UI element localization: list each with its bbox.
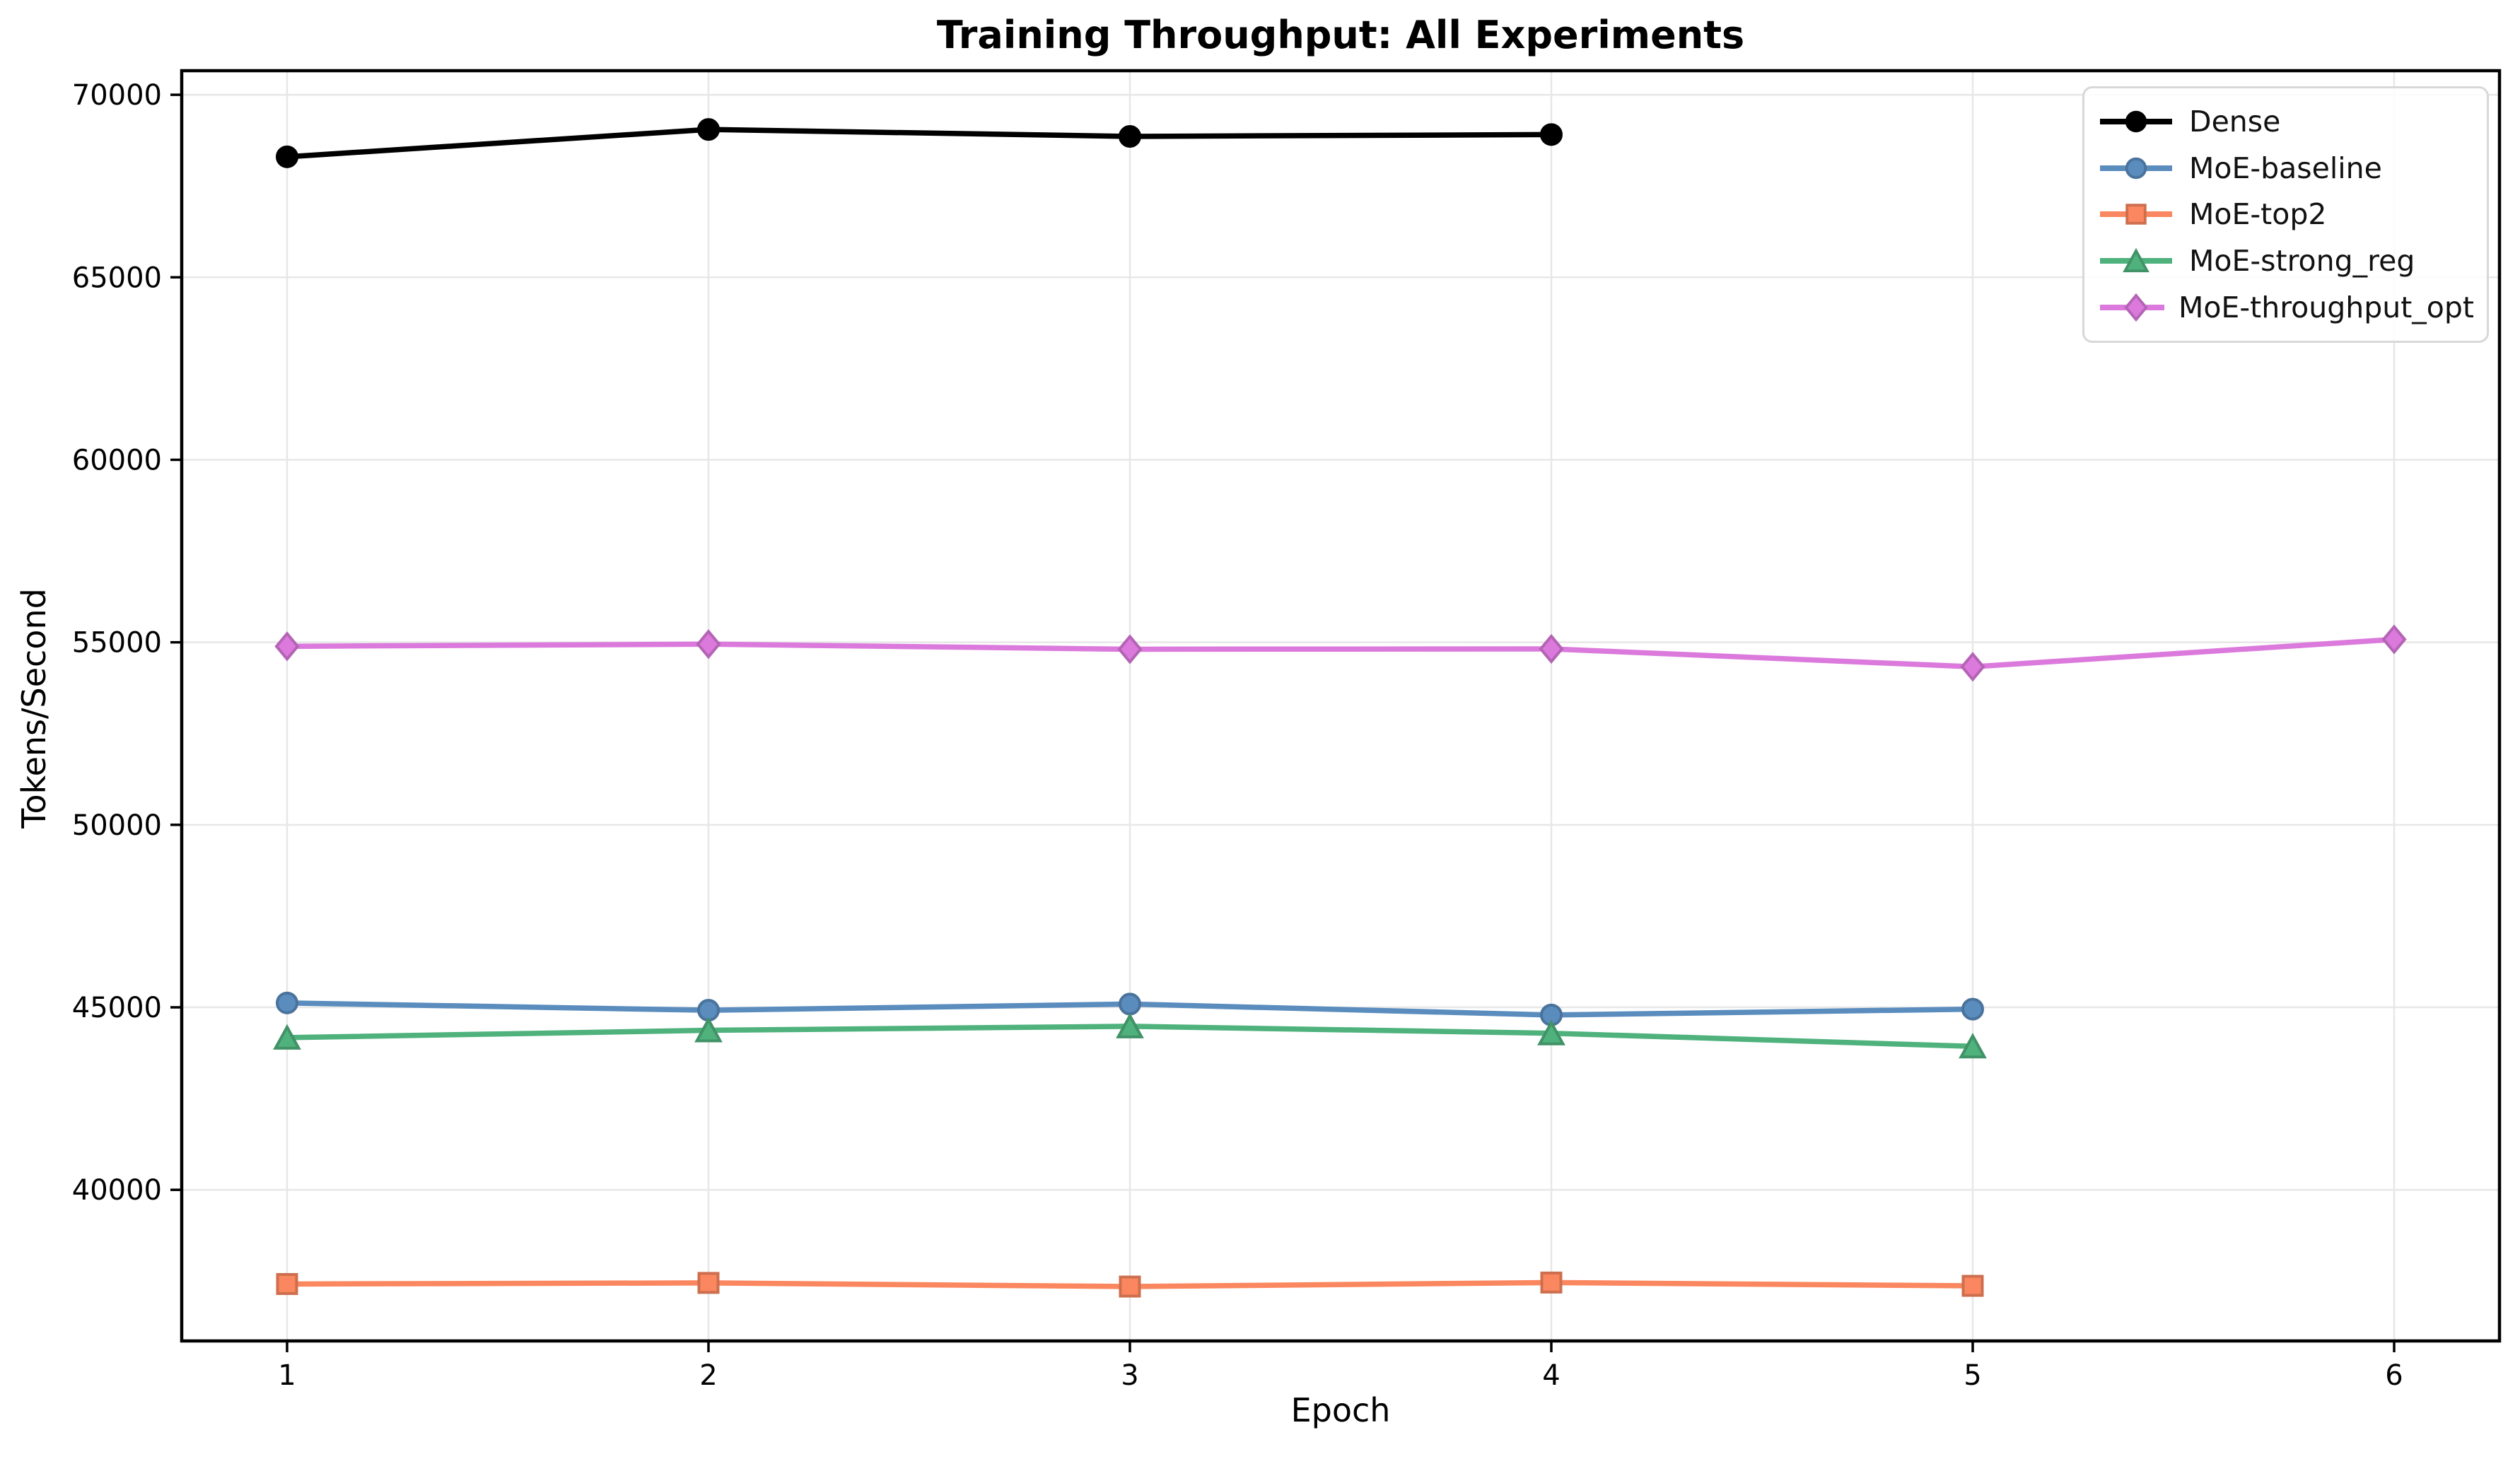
x-tick-label-6: 6 [2385,1359,2403,1392]
series-line-MoE-throughput_opt [284,636,2397,669]
legend-swatch-circle-icon [2100,110,2172,133]
marker-triangle [1116,1012,1144,1038]
marker-circle [276,145,298,168]
marker-triangle [2123,248,2149,273]
marker-square [1540,1271,1563,1294]
y-axis-label: Tokens/Second [15,588,53,828]
y-tick-label-45000: 45000 [72,992,162,1024]
x-axis-label: Epoch [1290,1391,1391,1429]
marker-circle [697,118,720,141]
x-tick-label-3: 3 [1121,1359,1138,1392]
series-line-Dense [284,127,1554,160]
series-MoE-strong_reg [273,1012,1987,1059]
series-Dense [276,118,1563,168]
tick-marks [170,93,2396,1352]
legend-label: MoE-baseline [2189,151,2382,185]
marker-triangle [694,1016,723,1043]
legend-label: MoE-strong_reg [2189,244,2415,279]
legend-swatch-triangle-icon [2100,248,2172,273]
y-tick-label-70000: 70000 [72,79,162,112]
x-tick-label-2: 2 [699,1359,717,1392]
marker-square [276,1272,298,1295]
legend-swatch-circle-icon [2100,157,2172,179]
marker-triangle [273,1024,301,1050]
legend-item-MoE-strong_reg: MoE-strong_reg [2097,239,2474,283]
legend-item-MoE-top2: MoE-top2 [2097,192,2474,236]
marker-triangle [1959,1033,1987,1059]
x-tick-label-5: 5 [1964,1359,1981,1392]
y-tick-label-60000: 60000 [72,444,162,476]
marker-circle [1961,997,1984,1021]
marker-diamond [274,631,300,662]
x-tick-label-1: 1 [278,1359,296,1392]
marker-square [1961,1275,1984,1297]
legend-item-Dense: Dense [2097,100,2474,143]
legend-label: MoE-throughput_opt [2178,291,2474,325]
marker-diamond [2381,624,2407,655]
legend-label: MoE-top2 [2189,197,2327,232]
y-tick-label-65000: 65000 [72,262,162,294]
legend-swatch-square-icon [2100,204,2172,225]
marker-circle [1119,124,1141,148]
marker-square [1119,1275,1141,1298]
marker-triangle [1537,1019,1565,1045]
plot-spines [180,69,2502,1343]
legend: Dense MoE-baseline MoE-top2 MoE-strong_reg M… [2082,86,2489,343]
y-tick-label-50000: 50000 [72,809,162,842]
y-tick-label-40000: 40000 [72,1174,162,1207]
marker-circle [2125,110,2147,133]
marker-circle [1119,992,1141,1016]
marker-square [697,1272,720,1294]
marker-circle [2125,157,2147,179]
marker-square [2125,204,2147,225]
series-MoE-top2 [276,1271,1984,1298]
marker-circle [276,991,298,1014]
legend-label: Dense [2189,104,2281,139]
marker-diamond [1539,633,1564,664]
marker-diamond [1960,652,1985,682]
tick-labels: 1 2 3 4 5 6 40000 45000 50000 55000 60000 65000 7000… [72,79,2403,1392]
x-tick-label-4: 4 [1542,1359,1560,1392]
legend-item-MoE-throughput_opt: MoE-throughput_opt [2097,286,2474,329]
marker-diamond [1117,634,1143,664]
chart-title: Training Throughput: All Experiments [936,13,1745,57]
legend-swatch-diamond-icon [2100,293,2164,322]
marker-circle [1540,123,1563,146]
y-tick-label-55000: 55000 [72,627,162,660]
series-MoE-throughput_opt [274,624,2407,682]
marker-diamond [2124,293,2148,322]
marker-diamond [696,629,721,660]
legend-item-MoE-baseline: MoE-baseline [2097,146,2474,190]
